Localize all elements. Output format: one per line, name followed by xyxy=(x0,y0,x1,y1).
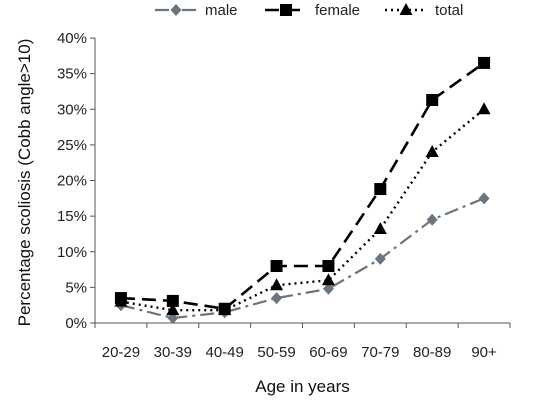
legend-label: total xyxy=(435,2,463,19)
x-tick-label: 20-29 xyxy=(102,344,140,361)
data-point-total xyxy=(218,303,232,316)
x-tick-label: 90+ xyxy=(471,344,497,361)
data-point-total xyxy=(166,303,180,316)
legend-swatch-marker xyxy=(280,4,292,16)
legend-label: female xyxy=(315,2,360,19)
data-point-total xyxy=(477,102,491,115)
legend: male female total xyxy=(155,2,463,19)
data-point-total xyxy=(114,294,128,307)
y-axis-ticks: 0% 5% 10% 15% 20% 25% 30% 35% 40% xyxy=(57,30,95,332)
data-point-female xyxy=(478,56,491,69)
x-tick-label: 50-59 xyxy=(257,344,295,361)
y-tick-label: 25% xyxy=(57,137,87,154)
data-point-total xyxy=(321,273,335,286)
data-point-male xyxy=(374,252,386,265)
x-tick-label: 80-89 xyxy=(413,344,451,361)
data-point-male xyxy=(322,282,334,295)
data-point-female xyxy=(374,183,387,196)
x-tick-label: 40-49 xyxy=(206,344,244,361)
data-point-female xyxy=(166,294,179,307)
x-axis-title: Age in years xyxy=(255,377,350,396)
x-tick-label: 30-39 xyxy=(154,344,192,361)
data-point-female xyxy=(322,260,335,272)
series-total xyxy=(114,102,491,316)
series-line-female xyxy=(120,61,485,311)
y-tick-label: 30% xyxy=(57,101,87,118)
y-tick-label: 0% xyxy=(65,315,87,332)
data-point-male xyxy=(271,292,283,305)
legend-item-total: total xyxy=(385,2,463,19)
data-point-total xyxy=(373,221,387,234)
y-tick-label: 20% xyxy=(57,173,87,190)
y-tick-label: 10% xyxy=(57,244,87,261)
data-point-total xyxy=(270,278,284,291)
y-tick-label: 5% xyxy=(65,279,87,296)
series-female xyxy=(114,56,491,315)
x-tick-label: 60-69 xyxy=(309,344,347,361)
y-tick-label: 15% xyxy=(57,208,87,225)
axes xyxy=(94,38,510,324)
x-tick-label: 70-79 xyxy=(361,344,399,361)
data-point-female xyxy=(270,260,283,272)
legend-item-male: male xyxy=(155,2,238,19)
y-tick-label: 40% xyxy=(57,30,87,47)
series-line-male xyxy=(120,197,485,320)
data-point-male xyxy=(426,213,438,226)
legend-item-female: female xyxy=(265,2,360,19)
x-axis-ticks: 20-29 30-39 40-49 50-59 60-69 70-79 80-89 90+ xyxy=(94,323,511,361)
y-axis-title: Percentage scoliosis (Cobb angle>10) xyxy=(15,39,34,327)
y-tick-label: 35% xyxy=(57,66,87,83)
data-point-total xyxy=(425,145,439,157)
legend-swatch-marker xyxy=(170,4,182,16)
data-point-male xyxy=(478,192,490,205)
series-layer xyxy=(114,56,491,325)
series-line-total xyxy=(120,108,485,312)
legend-swatch-marker xyxy=(399,3,413,15)
data-point-female xyxy=(426,93,439,106)
legend-label: male xyxy=(205,2,238,19)
